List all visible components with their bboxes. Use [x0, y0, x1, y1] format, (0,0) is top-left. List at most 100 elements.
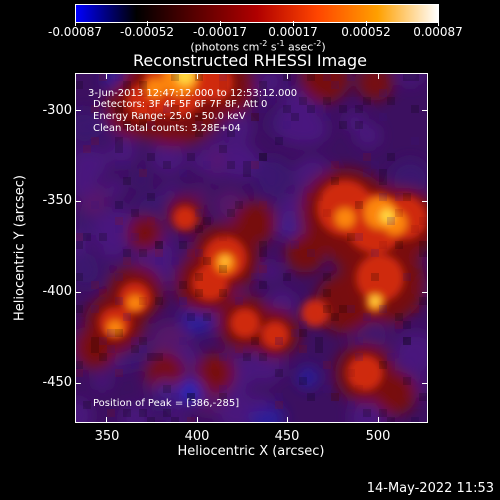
heatmap-pixel: [235, 201, 243, 209]
heatmap-pixel: [379, 361, 387, 369]
heatmap-pixel: [243, 169, 251, 177]
heatmap-blob: [80, 147, 110, 178]
heatmap-pixel: [395, 193, 403, 201]
heatmap-pixel: [155, 297, 163, 305]
heatmap-pixel: [139, 169, 147, 177]
heatmap-pixel: [419, 241, 427, 249]
y-tick-mark: [75, 383, 81, 384]
heatmap-blob: [285, 233, 325, 273]
heatmap-pixel: [339, 121, 347, 129]
heatmap-pixel: [419, 297, 427, 305]
colorbar-units: (photons cm-2 s-1 asec-2): [190, 39, 326, 54]
heatmap-blob: [176, 73, 194, 85]
heatmap-pixel: [323, 321, 331, 329]
heatmap-pixel: [363, 153, 371, 161]
heatmap-pixel: [75, 241, 83, 249]
heatmap-pixel: [347, 73, 355, 81]
heatmap-pixel: [395, 321, 403, 329]
heatmap-blob: [261, 261, 282, 282]
heatmap-pixel: [235, 345, 243, 353]
heatmap-pixel: [419, 393, 427, 401]
heatmap-pixel: [323, 73, 331, 81]
heatmap-pixel: [163, 161, 171, 169]
heatmap-pixel: [347, 305, 355, 313]
heatmap-pixel: [219, 233, 227, 241]
heatmap-pixel: [259, 281, 267, 289]
heatmap-pixel: [251, 113, 259, 121]
heatmap-pixel: [411, 225, 419, 233]
heatmap-pixel: [139, 297, 147, 305]
colorbar-tick: [75, 21, 76, 26]
heatmap-pixel: [99, 289, 107, 297]
heatmap-blob: [127, 295, 143, 311]
heatmap-pixel: [131, 345, 139, 353]
heatmap-pixel: [99, 353, 107, 361]
y-tick-label: -400: [42, 284, 72, 299]
heatmap-blob: [370, 296, 380, 306]
heatmap-pixel: [363, 169, 371, 177]
heatmap-pixel: [395, 313, 403, 321]
heatmap-pixel: [235, 297, 243, 305]
y-tick-mark: [422, 201, 428, 202]
heatmap-pixel: [259, 241, 267, 249]
heatmap-pixel: [411, 137, 419, 145]
heatmap-pixel: [147, 105, 155, 113]
heatmap-pixel: [355, 337, 363, 345]
heatmap-pixel: [299, 321, 307, 329]
heatmap-pixel: [171, 257, 179, 265]
heatmap-pixel: [371, 249, 379, 257]
heatmap-blob: [75, 252, 104, 289]
heatmap-pixel: [123, 177, 131, 185]
heatmap-blob: [93, 372, 112, 391]
heatmap-pixel: [219, 353, 227, 361]
heatmap-blob: [261, 321, 289, 349]
y-tick-mark: [75, 292, 81, 293]
x-tick-label: 400: [184, 429, 210, 444]
heatmap-pixel: [275, 337, 283, 345]
heatmap-pixel: [347, 369, 355, 377]
x-tick-mark: [287, 417, 288, 423]
heatmap-pixel: [131, 233, 139, 241]
heatmap-pixel: [323, 113, 331, 121]
heatmap-blob: [253, 157, 293, 196]
heatmap-image: [75, 73, 428, 423]
heatmap-pixel: [179, 281, 187, 289]
annotation-peak-position: Position of Peak = [386,-285]: [93, 398, 240, 409]
heatmap-pixel: [403, 321, 411, 329]
heatmap-blob: [258, 73, 284, 94]
heatmap-pixel: [91, 345, 99, 353]
heatmap-blob: [90, 120, 110, 139]
x-tick-mark: [197, 73, 198, 79]
heatmap-pixel: [355, 201, 363, 209]
heatmap-pixel: [211, 361, 219, 369]
heatmap-blob: [221, 257, 229, 265]
heatmap-pixel: [155, 241, 163, 249]
heatmap-pixel: [203, 313, 211, 321]
heatmap-blob: [252, 393, 271, 413]
heatmap-pixel: [299, 97, 307, 105]
heatmap-pixel: [123, 249, 131, 257]
heatmap-pixel: [251, 273, 259, 281]
heatmap-pixel: [259, 153, 267, 161]
heatmap-pixel: [83, 401, 91, 409]
heatmap-pixel: [131, 361, 139, 369]
heatmap-pixel: [155, 257, 163, 265]
colorbar-tick-label: 0.00087: [413, 25, 463, 39]
heatmap-pixel: [83, 145, 91, 153]
x-tick-mark: [197, 417, 198, 423]
heatmap-pixel: [387, 97, 395, 105]
heatmap-pixel: [195, 113, 203, 121]
heatmap-pixel: [139, 89, 147, 97]
heatmap-blob: [105, 178, 125, 198]
heatmap-pixel: [243, 353, 251, 361]
heatmap-pixel: [179, 241, 187, 249]
colorbar: [75, 4, 439, 23]
heatmap-blob: [230, 308, 260, 338]
y-tick-mark: [75, 110, 81, 111]
heatmap-pixel: [251, 113, 259, 121]
heatmap-pixel: [363, 313, 371, 321]
heatmap-pixel: [163, 417, 171, 423]
heatmap-blob: [301, 299, 329, 327]
heatmap-pixel: [195, 249, 203, 257]
heatmap-pixel: [411, 417, 419, 423]
